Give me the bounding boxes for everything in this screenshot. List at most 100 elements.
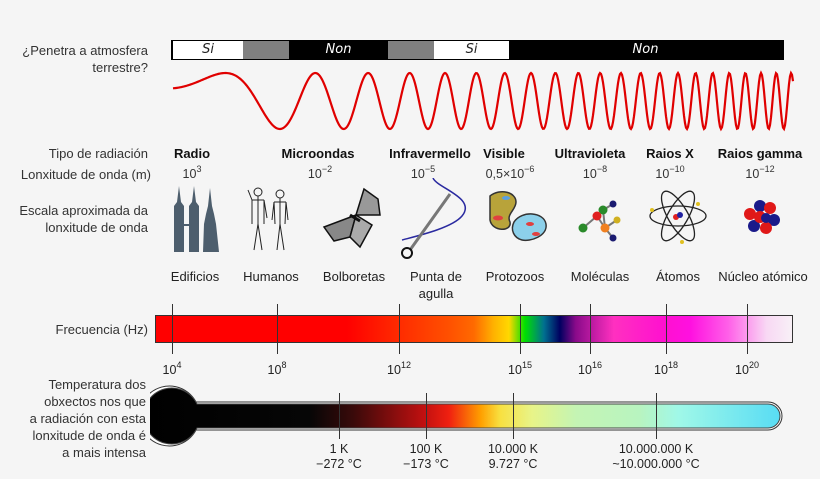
- wl-exp: −6: [524, 164, 535, 174]
- atmosphere-segment-no: Non: [509, 41, 782, 59]
- wavelength-gamma: 10−12: [730, 164, 790, 181]
- temperature-label: Temperatura dos obxectos nos que a radia…: [0, 376, 146, 461]
- wavelength-infrared: 10−5: [393, 164, 453, 181]
- kelvin-value: 10.000 K: [487, 442, 539, 456]
- temperature-tick-10000k: 10.000 K 9.727 °C: [473, 442, 553, 472]
- wl-exp: −8: [596, 164, 608, 174]
- wavelength-label: Lonxitude de onda (m): [20, 167, 151, 182]
- tick-base: 10: [267, 363, 282, 377]
- frequency-tick-label: 1015: [500, 360, 540, 377]
- kelvin-value: 10.000.000 K: [618, 442, 694, 456]
- atmosphere-segment-partial: [388, 41, 434, 59]
- atmosphere-segment-yes: Si: [173, 41, 243, 59]
- frequency-tick-label: 104: [152, 360, 192, 377]
- tick-base: 10: [735, 363, 749, 377]
- tick-base: 10: [578, 363, 592, 377]
- molecule-icon: [578, 200, 621, 242]
- tick-exp: 4: [176, 360, 182, 370]
- scale-needle-tip: Punta de agulla: [398, 268, 474, 302]
- tick-exp: 15: [521, 360, 532, 370]
- radiation-xrays: Raios X: [646, 146, 694, 161]
- protozoa-icon: [489, 190, 547, 242]
- atmosphere-segment-no: Non: [289, 41, 388, 59]
- frequency-tick-label: 1018: [646, 360, 686, 377]
- wl-base: 10: [582, 167, 597, 181]
- penetrates-atmosphere-label: ¿Penetra a atmosfera terrestre?: [0, 42, 148, 76]
- scale-butterflies: Bolboretas: [322, 269, 386, 284]
- tick-base: 10: [508, 363, 522, 377]
- scale-molecules: Moléculas: [570, 269, 630, 284]
- kelvin-value: 1 K: [329, 442, 349, 456]
- needle-icon: [401, 178, 466, 259]
- label-line: ¿Penetra a atmosfera: [22, 43, 148, 58]
- frequency-tick-line: [590, 304, 591, 354]
- temperature-tick-1k: 1 K −272 °C: [299, 442, 379, 472]
- celsius-value: −173 °C: [403, 457, 449, 471]
- frequency-spectrum-bar: [155, 315, 793, 343]
- tick-base: 10: [654, 363, 668, 377]
- kelvin-value: 100 K: [409, 442, 443, 456]
- frequency-label: Frecuencia (Hz): [55, 322, 148, 337]
- label-line: agulla: [418, 286, 454, 301]
- frequency-tick-line: [747, 304, 748, 354]
- frequency-tick-label: 108: [257, 360, 297, 377]
- tick-exp: 20: [748, 360, 759, 370]
- tick-base: 10: [387, 363, 401, 377]
- wl-exp: −12: [759, 164, 775, 174]
- radiation-radio: Radio: [173, 146, 211, 161]
- label-line: a radiación con esta: [29, 411, 146, 426]
- label-line: obxectos nos que: [44, 394, 146, 409]
- wavelength-microwaves: 10−2: [290, 164, 350, 181]
- frequency-tick-line: [277, 304, 278, 354]
- wl-base: 10: [182, 167, 197, 181]
- celsius-value: −272 °C: [316, 457, 362, 471]
- wl-exp: −10: [669, 164, 685, 174]
- wave-graphic: [172, 70, 795, 132]
- scale-protozoa: Protozoos: [485, 269, 545, 284]
- wl-base: 10: [745, 167, 760, 181]
- temperature-tick-line: [513, 393, 514, 439]
- temperature-tick-line: [339, 393, 340, 439]
- label-line: Escala aproximada da: [19, 203, 148, 218]
- temperature-tick-10000000k: 10.000.000 K ~10.000.000 °C: [596, 442, 716, 472]
- frequency-tick-line: [666, 304, 667, 354]
- nucleus-icon: [744, 200, 780, 234]
- radiation-type-label: Tipo de radiación: [48, 146, 148, 161]
- label-line: Punta de: [409, 269, 463, 284]
- wavelength-radio: 103: [162, 164, 222, 181]
- frequency-tick-label: 1016: [570, 360, 610, 377]
- frequency-tick-line: [520, 304, 521, 354]
- wl-base: 10: [307, 167, 322, 181]
- humans-icon: [247, 187, 289, 251]
- scale-buildings: Edificios: [170, 269, 220, 284]
- atom-icon: [649, 190, 707, 244]
- label-line: a mais intensa: [62, 445, 146, 460]
- atmosphere-segment-partial: [243, 41, 289, 59]
- radiation-visible: Visible: [483, 146, 525, 161]
- label-line: terrestre?: [92, 60, 148, 75]
- temperature-tick-line: [426, 393, 427, 439]
- temperature-tick-line: [656, 393, 657, 439]
- wl-base: 10: [655, 167, 670, 181]
- scale-label: Escala aproximada da lonxitude de onda: [0, 202, 148, 236]
- buildings-icon: [174, 186, 219, 252]
- wavelength-ultraviolet: 10−8: [565, 164, 625, 181]
- scale-atoms: Átomos: [655, 269, 701, 284]
- frequency-tick-line: [399, 304, 400, 354]
- label-line: lonxitude de onda é: [32, 428, 146, 443]
- radiation-gamma: Raios gamma: [717, 146, 803, 161]
- wavelength-xrays: 10−10: [640, 164, 700, 181]
- tick-exp: 8: [281, 360, 287, 370]
- temperature-tick-100k: 100 K −173 °C: [386, 442, 466, 472]
- wl-base: 0,5×10: [485, 167, 525, 181]
- radiation-infrared: Infravermello: [389, 146, 471, 161]
- frequency-tick-label: 1012: [379, 360, 419, 377]
- tick-exp: 18: [667, 360, 678, 370]
- radiation-ultraviolet: Ultravioleta: [554, 146, 626, 161]
- frequency-tick-label: 1020: [727, 360, 767, 377]
- celsius-value: ~10.000.000 °C: [612, 457, 700, 471]
- wl-exp: −5: [424, 164, 436, 174]
- radiation-microwaves: Microondas: [281, 146, 355, 161]
- butterfly-icon: [322, 187, 381, 249]
- wl-base: 10: [410, 167, 425, 181]
